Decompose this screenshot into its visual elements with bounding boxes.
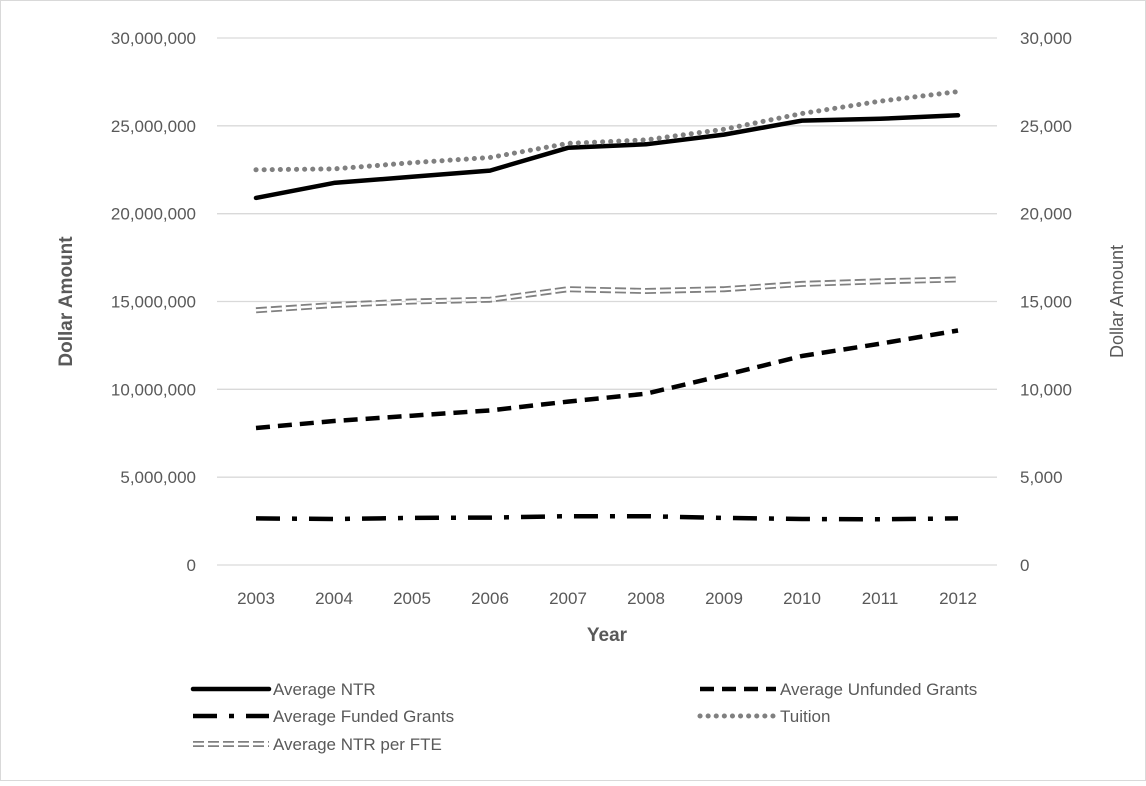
y-tick-label-left: 0 (187, 556, 196, 575)
x-axis-title: Year (587, 625, 628, 646)
x-tick-label: 2007 (549, 589, 587, 608)
y-tick-label-right: 30,000 (1020, 29, 1072, 48)
y-tick-label-right: 15,000 (1020, 293, 1072, 312)
x-tick-label: 2012 (939, 589, 977, 608)
x-tick-label: 2011 (862, 589, 899, 608)
legend-label: Tuition (780, 707, 830, 726)
y-tick-label-right: 0 (1020, 556, 1029, 575)
y-tick-label-right: 25,000 (1020, 117, 1072, 136)
x-tick-label: 2010 (783, 589, 821, 608)
y-tick-label-left: 5,000,000 (120, 468, 196, 487)
x-tick-label: 2006 (471, 589, 509, 608)
legend-label: Average Funded Grants (273, 707, 454, 726)
legend-label: Average Unfunded Grants (780, 680, 977, 699)
y-tick-label-right: 10,000 (1020, 380, 1072, 399)
y-tick-label-right: 20,000 (1020, 205, 1072, 224)
y-tick-label-left: 30,000,000 (111, 29, 196, 48)
y-tick-label-left: 10,000,000 (111, 380, 196, 399)
y-tick-label-left: 15,000,000 (111, 293, 196, 312)
y-axis-title-right: Dollar Amount (1107, 245, 1127, 358)
x-tick-label: 2004 (315, 589, 353, 608)
y-tick-label-right: 5,000 (1020, 468, 1063, 487)
y-tick-label-left: 25,000,000 (111, 117, 196, 136)
y-axis-title-left: Dollar Amount (56, 236, 77, 367)
x-tick-label: 2009 (705, 589, 743, 608)
legend-label: Average NTR per FTE (273, 735, 442, 754)
legend-label: Average NTR (273, 680, 376, 699)
x-tick-label: 2003 (237, 589, 275, 608)
x-tick-label: 2008 (627, 589, 665, 608)
y-tick-label-left: 20,000,000 (111, 205, 196, 224)
x-tick-label: 2005 (393, 589, 431, 608)
